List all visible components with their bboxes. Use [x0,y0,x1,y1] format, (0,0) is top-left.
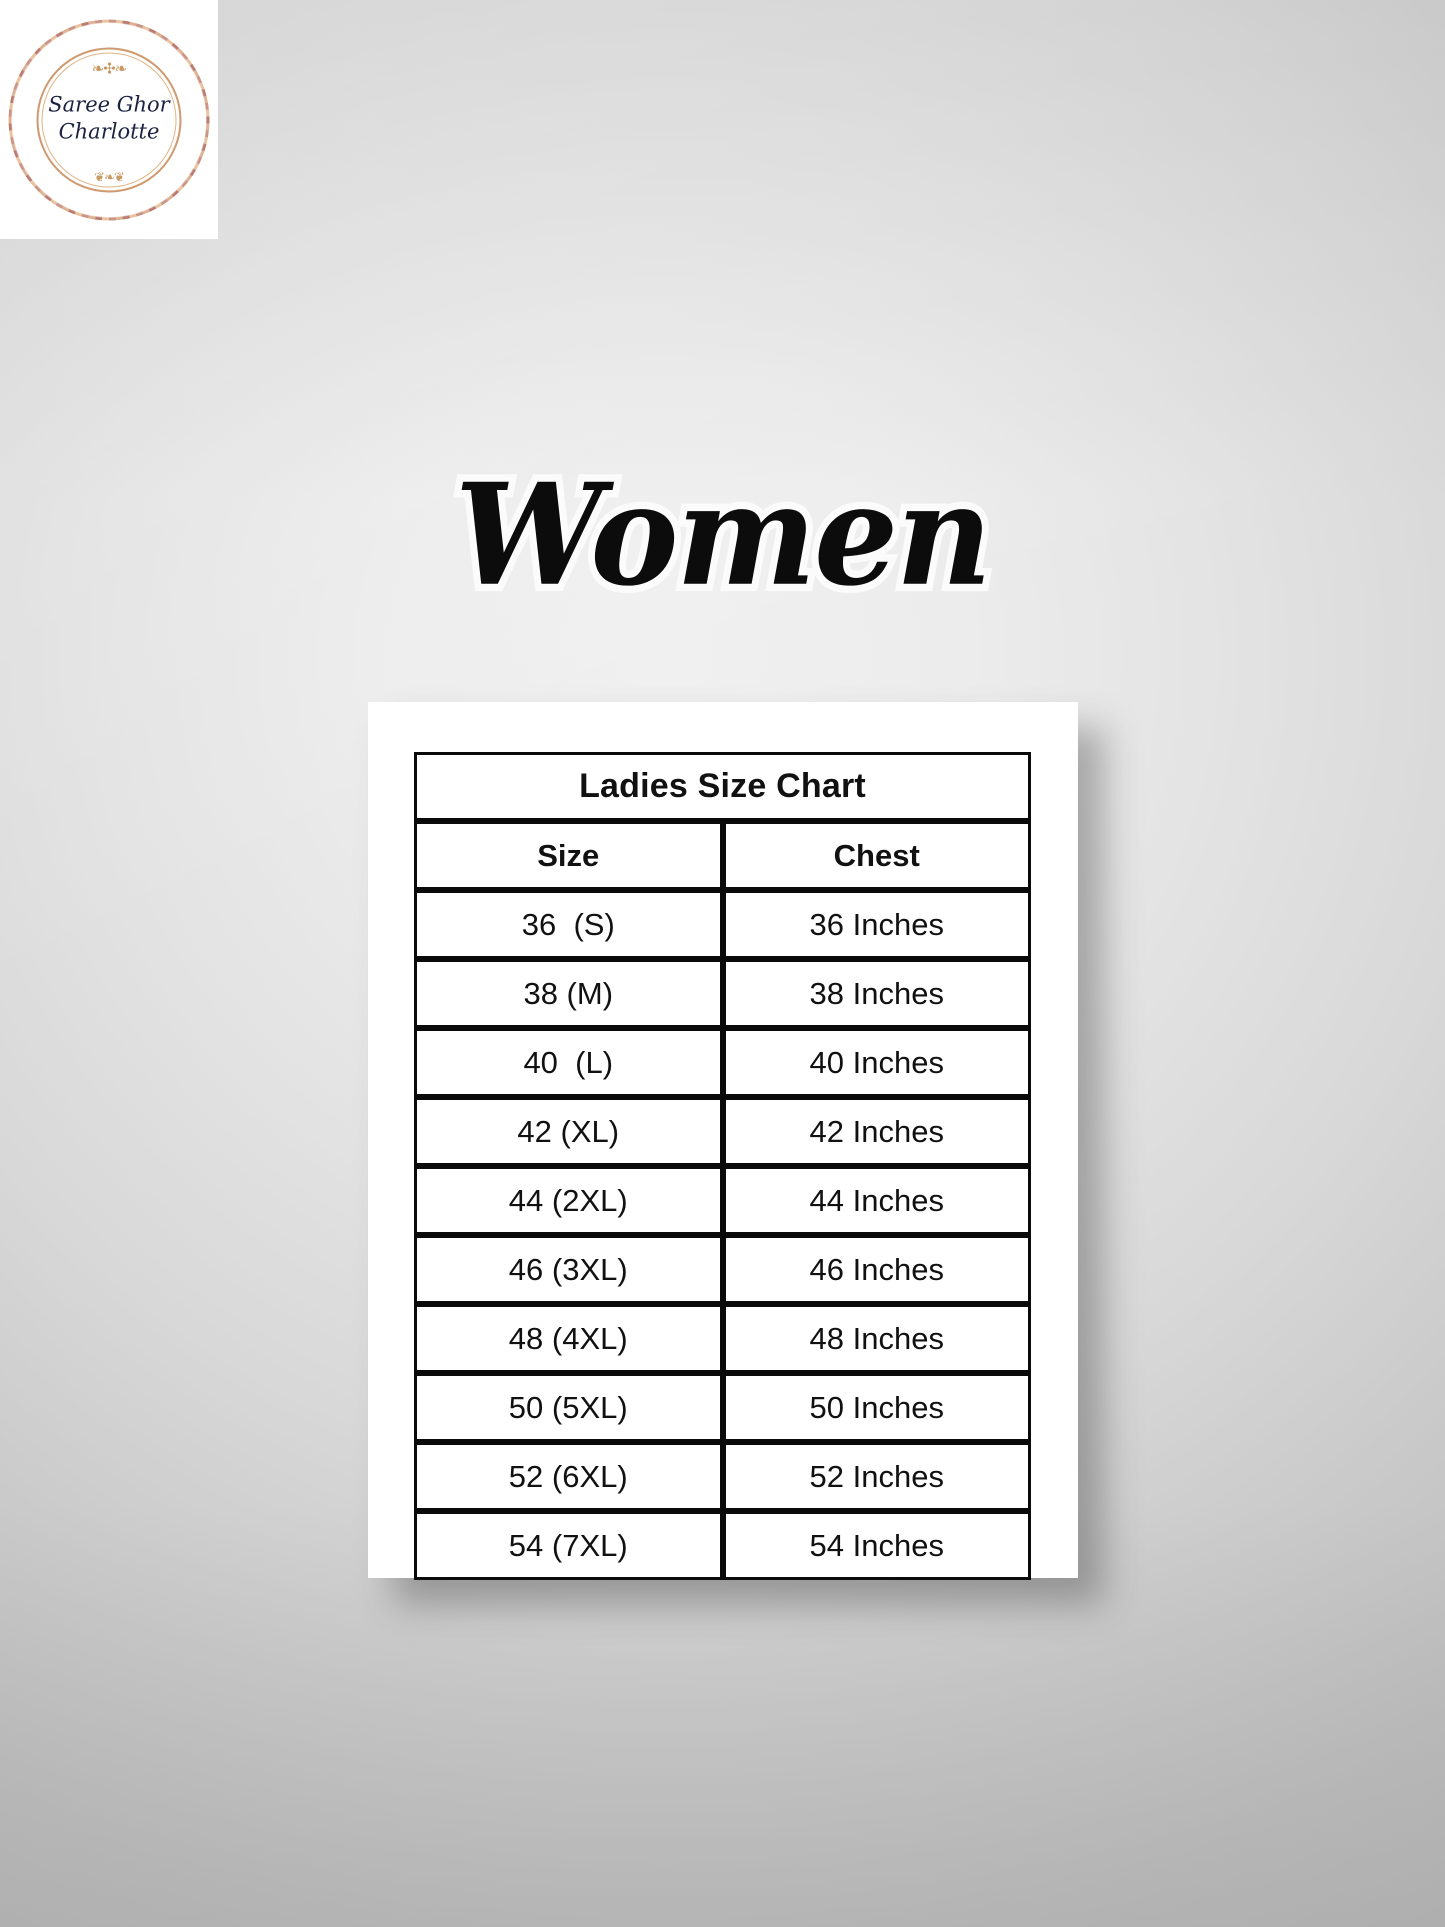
cell-size: 52 (6XL) [414,1442,723,1511]
brand-logo: ❧✣❧ Saree Ghor Charlotte ❦❧❦ [0,0,218,239]
table-row: 46 (3XL) 46 Inches [414,1235,1031,1304]
table-row: 42 (XL) 42 Inches [414,1097,1031,1166]
size-chart-card: Ladies Size Chart Size Chest 36 (S) 36 In… [368,702,1078,1580]
size-chart-body: Ladies Size Chart Size Chest 36 (S) 36 In… [414,752,1031,1580]
table-row: 48 (4XL) 48 Inches [414,1304,1031,1373]
table-row: 50 (5XL) 50 Inches [414,1373,1031,1442]
table-title-row: Ladies Size Chart [414,752,1031,821]
cell-size: 48 (4XL) [414,1304,723,1373]
logo-wordmark-line1: Saree Ghor [48,92,170,117]
ladies-size-chart-table: Ladies Size Chart Size Chest 36 (S) 36 In… [414,752,1031,1580]
cell-chest: 42 Inches [722,1097,1031,1166]
cell-chest: 52 Inches [722,1442,1031,1511]
logo-inner-ring [36,47,182,192]
table-header-row: Size Chest [414,821,1031,890]
cell-size: 54 (7XL) [414,1511,723,1580]
cell-size: 40 (L) [414,1028,723,1097]
column-header-chest: Chest [722,821,1031,890]
logo-medallion-icon: ❧✣❧ Saree Ghor Charlotte ❦❧❦ [7,17,212,222]
cell-size: 36 (S) [414,890,723,959]
table-row: 36 (S) 36 Inches [414,890,1031,959]
table-row: 52 (6XL) 52 Inches [414,1442,1031,1511]
logo-crown-ornament-icon: ❧✣❧ [91,60,128,77]
logo-bottom-ornament-icon: ❦❧❦ [94,169,125,184]
logo-inner-fill [42,53,176,186]
cell-chest: 44 Inches [722,1166,1031,1235]
cell-chest: 36 Inches [722,890,1031,959]
cell-size: 38 (M) [414,959,723,1028]
logo-wordmark-line2: Charlotte [58,119,160,144]
cell-chest: 48 Inches [722,1304,1031,1373]
cell-size: 44 (2XL) [414,1166,723,1235]
table-row: 44 (2XL) 44 Inches [414,1166,1031,1235]
cell-size: 46 (3XL) [414,1235,723,1304]
cell-size: 50 (5XL) [414,1373,723,1442]
cell-chest: 46 Inches [722,1235,1031,1304]
cell-chest: 50 Inches [722,1373,1031,1442]
table-row: 38 (M) 38 Inches [414,959,1031,1028]
table-row: 54 (7XL) 54 Inches [414,1511,1031,1580]
cell-chest: 38 Inches [722,959,1031,1028]
cell-size: 42 (XL) [414,1097,723,1166]
cell-chest: 54 Inches [722,1511,1031,1580]
logo-wordmark: Saree Ghor Charlotte [34,91,184,145]
cell-chest: 40 Inches [722,1028,1031,1097]
column-header-size: Size [414,821,723,890]
table-title-cell: Ladies Size Chart [414,752,1031,821]
table-row: 40 (L) 40 Inches [414,1028,1031,1097]
